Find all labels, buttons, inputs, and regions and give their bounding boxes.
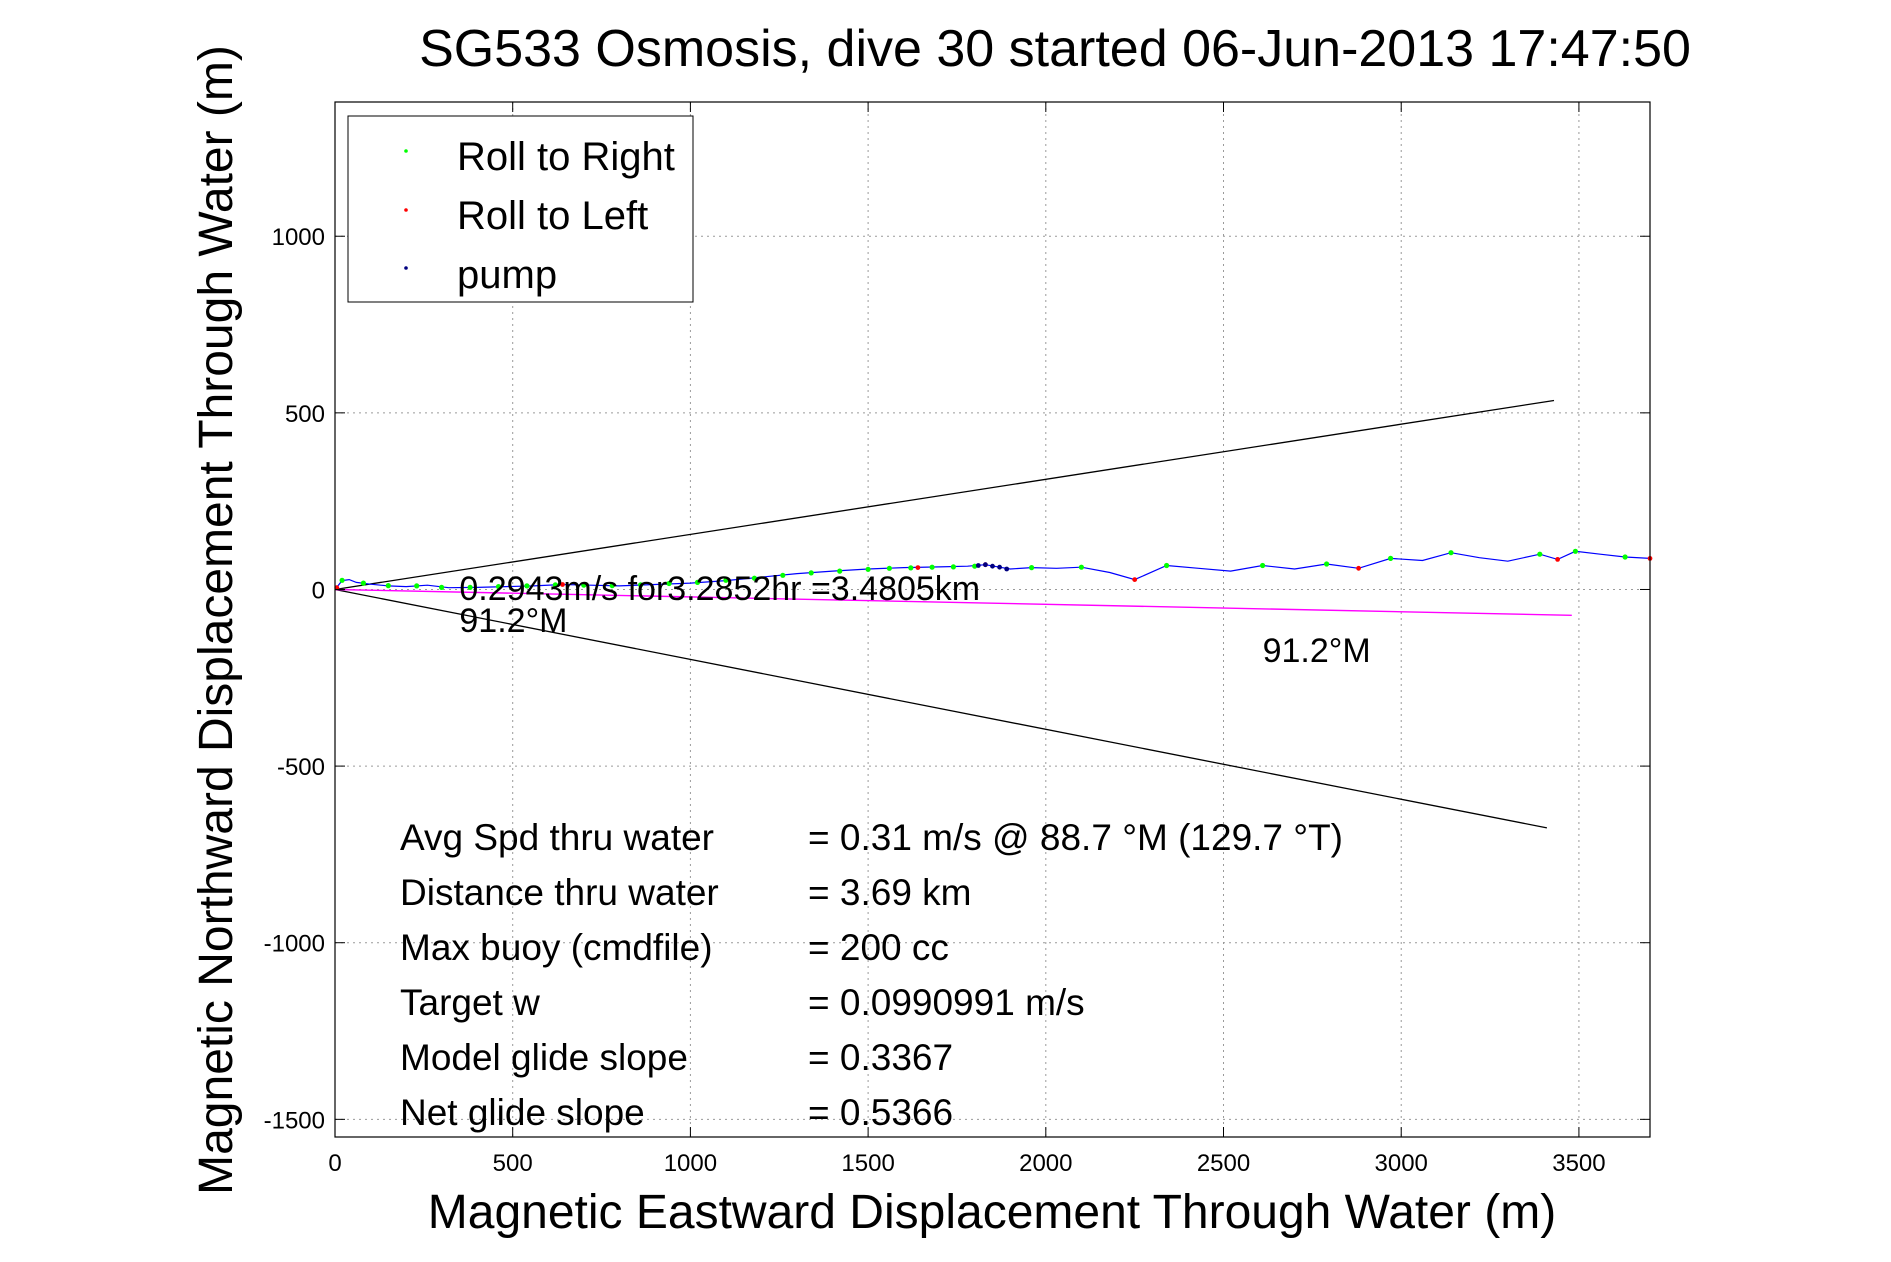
x-tick-label: 2000 bbox=[1019, 1150, 1072, 1177]
stat-value: = 200 cc bbox=[808, 927, 949, 968]
annotation-1: 91.2°M bbox=[459, 602, 567, 640]
roll-right-point bbox=[552, 582, 559, 588]
roll-right-point bbox=[1324, 561, 1330, 567]
y-tick-label: 1000 bbox=[272, 224, 325, 251]
axis-ticks: 0 500 1000 1500 2000 2500 3000 3500 -1500 -1000 -5… bbox=[264, 102, 1650, 1177]
legend-label-roll-right: Roll to Right bbox=[457, 135, 675, 179]
roll-left-point bbox=[1356, 565, 1361, 571]
y-tick-label: -500 bbox=[277, 754, 325, 781]
roll-right-point bbox=[524, 583, 530, 589]
envelope-lower-line bbox=[334, 588, 1548, 829]
y-tick-label: -1000 bbox=[264, 931, 325, 958]
heading-line-mark bbox=[334, 588, 1572, 616]
plot-frame bbox=[334, 101, 1651, 1138]
stat-label: Max buoy (cmdfile) bbox=[400, 927, 713, 968]
legend-marker-roll-right bbox=[404, 149, 408, 153]
roll-right-point bbox=[360, 580, 366, 586]
roll-right-point bbox=[1029, 565, 1035, 571]
roll-right-point bbox=[581, 582, 587, 588]
x-axis-label: Magnetic Eastward Displacement Through W… bbox=[428, 1186, 1556, 1239]
roll-right-point bbox=[1448, 550, 1454, 556]
envelope-upper-line bbox=[334, 399, 1555, 591]
roll-right-point bbox=[339, 577, 345, 583]
roll-markers bbox=[334, 548, 1653, 591]
legend: Roll to Right Roll to Left pump bbox=[347, 115, 694, 303]
stat-value: = 0.5366 bbox=[808, 1092, 953, 1133]
roll-right-point bbox=[751, 575, 758, 581]
pump-point bbox=[997, 564, 1002, 570]
x-tick-label: 3000 bbox=[1375, 1150, 1428, 1177]
roll-right-point bbox=[638, 582, 644, 588]
roll-right-point bbox=[723, 577, 729, 583]
roll-right-point bbox=[1078, 564, 1084, 570]
legend-label-roll-left: Roll to Left bbox=[457, 194, 648, 238]
annotations: 0.2943m/s for3.2852hr =3.4805km91.2°M91.… bbox=[459, 570, 1370, 670]
roll-right-point bbox=[439, 584, 445, 591]
stats-block: Avg Spd thru water = 0.31 m/s @ 88.7 °M (… bbox=[400, 817, 1343, 1133]
stat-value: = 3.69 km bbox=[808, 872, 972, 913]
roll-right-point bbox=[865, 566, 871, 572]
x-tick-label: 2500 bbox=[1197, 1150, 1250, 1177]
stat-label: Target w bbox=[400, 982, 540, 1023]
pump-point bbox=[983, 562, 988, 568]
y-tick-label: 500 bbox=[285, 401, 325, 428]
roll-right-point bbox=[1537, 551, 1543, 557]
stat-label: Model glide slope bbox=[400, 1037, 688, 1078]
pump-point bbox=[990, 563, 995, 569]
roll-right-point bbox=[1164, 562, 1170, 569]
stat-label: Avg Spd thru water bbox=[400, 817, 714, 858]
roll-right-point bbox=[414, 583, 420, 589]
annotation-2: 91.2°M bbox=[1263, 632, 1371, 670]
legend-marker-pump bbox=[404, 266, 408, 270]
roll-right-point bbox=[929, 564, 935, 570]
x-tick-label: 1500 bbox=[841, 1150, 894, 1177]
roll-right-point bbox=[467, 584, 473, 591]
y-axis-label: Magnetic Northward Displacement Through … bbox=[190, 45, 243, 1195]
roll-right-point bbox=[1572, 548, 1578, 554]
chart-title: SG533 Osmosis, dive 30 started 06-Jun-20… bbox=[419, 20, 1691, 78]
stat-value: = 0.3367 bbox=[808, 1037, 953, 1078]
roll-left-point bbox=[1132, 577, 1138, 582]
roll-right-point bbox=[609, 583, 615, 589]
stat-value: = 0.0990991 m/s bbox=[808, 982, 1085, 1023]
roll-right-point bbox=[837, 568, 843, 574]
roll-right-point bbox=[666, 580, 672, 587]
y-tick-label: 0 bbox=[312, 577, 325, 604]
legend-label-pump: pump bbox=[457, 253, 557, 297]
roll-right-point bbox=[385, 583, 391, 589]
roll-right-point bbox=[808, 570, 814, 576]
roll-right-point bbox=[886, 565, 893, 571]
x-tick-label: 0 bbox=[328, 1150, 341, 1177]
roll-right-point bbox=[1260, 562, 1266, 569]
heading-line bbox=[334, 588, 1572, 616]
roll-right-point bbox=[1622, 554, 1628, 560]
x-tick-label: 3500 bbox=[1552, 1150, 1605, 1177]
roll-left-point bbox=[915, 565, 921, 570]
stat-label: Distance thru water bbox=[400, 872, 719, 913]
envelope-lines bbox=[334, 399, 1555, 829]
roll-right-point bbox=[950, 564, 957, 570]
roll-left-point bbox=[560, 582, 565, 587]
stat-value: = 0.31 m/s @ 88.7 °M (129.7 °T) bbox=[808, 817, 1343, 858]
roll-right-point bbox=[1388, 555, 1394, 562]
x-tick-label: 1000 bbox=[664, 1150, 717, 1177]
roll-right-point bbox=[908, 565, 914, 571]
roll-right-point bbox=[495, 584, 502, 590]
roll-right-point bbox=[694, 579, 701, 586]
stat-label: Net glide slope bbox=[400, 1092, 645, 1133]
legend-marker-roll-left bbox=[404, 208, 408, 212]
y-tick-label: -1500 bbox=[264, 1107, 325, 1134]
pump-point bbox=[1004, 566, 1010, 572]
annotation-0: 0.2943m/s for3.2852hr =3.4805km bbox=[459, 570, 980, 608]
pump-point bbox=[975, 563, 981, 568]
roll-left-point bbox=[1555, 557, 1560, 562]
x-tick-label: 500 bbox=[493, 1150, 533, 1177]
roll-right-point bbox=[780, 572, 786, 578]
